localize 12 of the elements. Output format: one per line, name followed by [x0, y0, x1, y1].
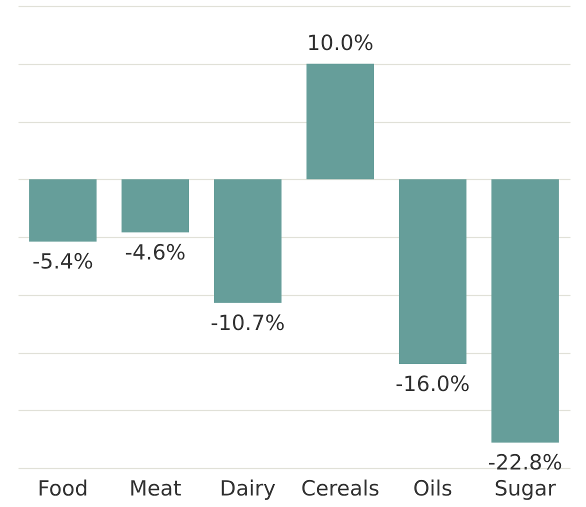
- data-label: 10.0%: [306, 30, 374, 55]
- x-tick-label: Meat: [129, 476, 182, 500]
- x-tick-label: Cereals: [301, 476, 380, 500]
- x-tick-label: Dairy: [220, 476, 276, 500]
- data-label: -5.4%: [32, 250, 94, 274]
- data-label: -10.7%: [210, 310, 285, 335]
- data-label: -4.6%: [124, 240, 186, 264]
- data-label: -22.8%: [488, 450, 562, 475]
- data-label: -16.0%: [396, 372, 470, 396]
- x-tick-label: Oils: [413, 476, 452, 500]
- x-tick-label: Food: [38, 476, 88, 500]
- x-tick-label: Sugar: [494, 476, 556, 500]
